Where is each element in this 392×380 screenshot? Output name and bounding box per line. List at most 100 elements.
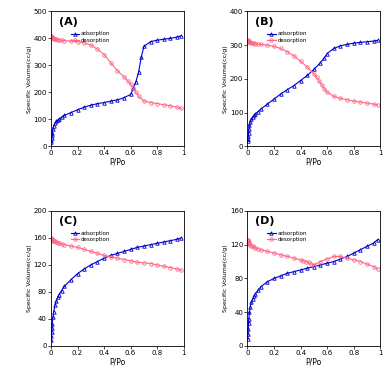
adsorption xyxy=(375,38,380,43)
adsorption xyxy=(246,332,250,336)
desorption xyxy=(50,36,54,40)
desorption xyxy=(325,257,330,261)
desorption xyxy=(102,253,106,258)
desorption xyxy=(51,238,56,243)
adsorption xyxy=(358,247,363,252)
adsorption xyxy=(142,44,146,49)
adsorption xyxy=(56,292,61,297)
adsorption xyxy=(131,86,136,90)
desorption xyxy=(49,33,54,38)
desorption xyxy=(365,101,369,105)
desorption xyxy=(89,249,93,254)
Y-axis label: Specific Volume(cc/g): Specific Volume(cc/g) xyxy=(223,45,229,112)
adsorption xyxy=(265,279,270,284)
desorption xyxy=(82,40,87,45)
desorption xyxy=(50,35,54,40)
adsorption xyxy=(253,112,258,116)
adsorption xyxy=(338,43,343,48)
adsorption xyxy=(345,254,349,259)
X-axis label: P/Po: P/Po xyxy=(109,158,125,167)
Line: desorption: desorption xyxy=(49,34,183,110)
adsorption xyxy=(142,244,146,248)
desorption xyxy=(249,41,254,45)
desorption xyxy=(89,43,93,48)
desorption xyxy=(62,242,67,247)
adsorption xyxy=(69,277,73,282)
Y-axis label: Specific Volume(cc/g): Specific Volume(cc/g) xyxy=(27,45,32,112)
desorption xyxy=(318,259,323,264)
adsorption xyxy=(252,294,256,298)
adsorption xyxy=(278,274,283,278)
adsorption xyxy=(322,55,327,60)
adsorption xyxy=(122,95,126,100)
desorption xyxy=(309,262,314,266)
adsorption xyxy=(102,100,106,105)
adsorption xyxy=(95,259,100,264)
adsorption xyxy=(102,256,106,260)
desorption xyxy=(345,256,349,260)
adsorption xyxy=(59,288,64,293)
adsorption xyxy=(175,237,180,242)
adsorption xyxy=(250,115,255,119)
adsorption xyxy=(256,288,260,293)
adsorption xyxy=(75,108,80,112)
desorption xyxy=(53,239,57,244)
adsorption xyxy=(256,109,260,114)
desorption xyxy=(298,258,303,262)
desorption xyxy=(246,38,250,43)
desorption xyxy=(56,38,61,42)
desorption xyxy=(102,52,106,57)
desorption xyxy=(256,247,260,251)
desorption xyxy=(258,42,263,47)
desorption xyxy=(168,103,173,108)
desorption xyxy=(142,99,146,103)
desorption xyxy=(246,239,250,244)
adsorption xyxy=(50,133,54,138)
adsorption xyxy=(51,124,56,128)
adsorption xyxy=(246,321,251,325)
desorption xyxy=(371,102,376,106)
desorption xyxy=(312,71,316,76)
desorption xyxy=(69,244,73,248)
desorption xyxy=(75,39,80,44)
adsorption xyxy=(51,127,55,131)
adsorption xyxy=(247,310,252,314)
desorption xyxy=(247,40,252,44)
adsorption xyxy=(249,117,254,122)
adsorption xyxy=(135,245,140,250)
desorption xyxy=(312,263,316,267)
adsorption xyxy=(49,334,54,339)
desorption xyxy=(301,258,306,263)
adsorption xyxy=(272,276,276,281)
desorption xyxy=(51,36,55,41)
desorption xyxy=(258,247,263,252)
Line: desorption: desorption xyxy=(246,39,379,107)
adsorption xyxy=(351,251,356,255)
adsorption xyxy=(115,251,120,256)
adsorption xyxy=(82,267,87,271)
adsorption xyxy=(155,241,160,245)
desorption xyxy=(179,106,183,111)
adsorption xyxy=(49,338,54,343)
desorption xyxy=(135,260,140,264)
adsorption xyxy=(50,325,54,330)
adsorption xyxy=(51,310,56,314)
desorption xyxy=(272,44,276,49)
desorption xyxy=(168,265,173,270)
desorption xyxy=(319,82,324,87)
adsorption xyxy=(338,257,343,261)
Legend: adsorption, desorption: adsorption, desorption xyxy=(266,230,308,243)
desorption xyxy=(331,254,336,259)
desorption xyxy=(148,261,153,266)
Line: adsorption: adsorption xyxy=(49,34,183,144)
desorption xyxy=(248,40,252,45)
desorption xyxy=(50,238,54,242)
adsorption xyxy=(168,238,173,243)
desorption xyxy=(252,41,256,46)
adsorption xyxy=(249,300,254,304)
adsorption xyxy=(351,41,356,45)
adsorption xyxy=(115,98,120,102)
adsorption xyxy=(258,107,263,111)
adsorption xyxy=(365,40,369,44)
desorption xyxy=(358,259,363,264)
